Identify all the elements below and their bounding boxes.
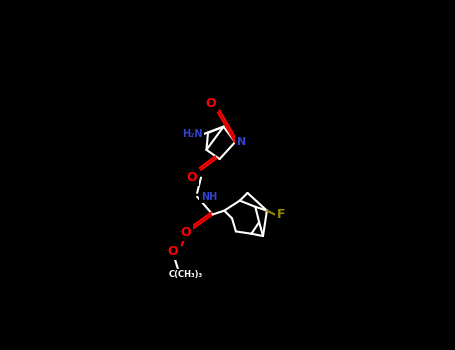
Text: C(CH₃)₃: C(CH₃)₃	[168, 270, 202, 279]
Text: O: O	[187, 171, 197, 184]
Text: O: O	[167, 245, 177, 258]
Text: O: O	[180, 226, 191, 239]
Text: F: F	[277, 208, 285, 221]
Text: O: O	[206, 97, 217, 110]
Text: H₂N: H₂N	[182, 130, 203, 139]
Text: N: N	[237, 137, 246, 147]
Text: NH: NH	[201, 192, 217, 202]
